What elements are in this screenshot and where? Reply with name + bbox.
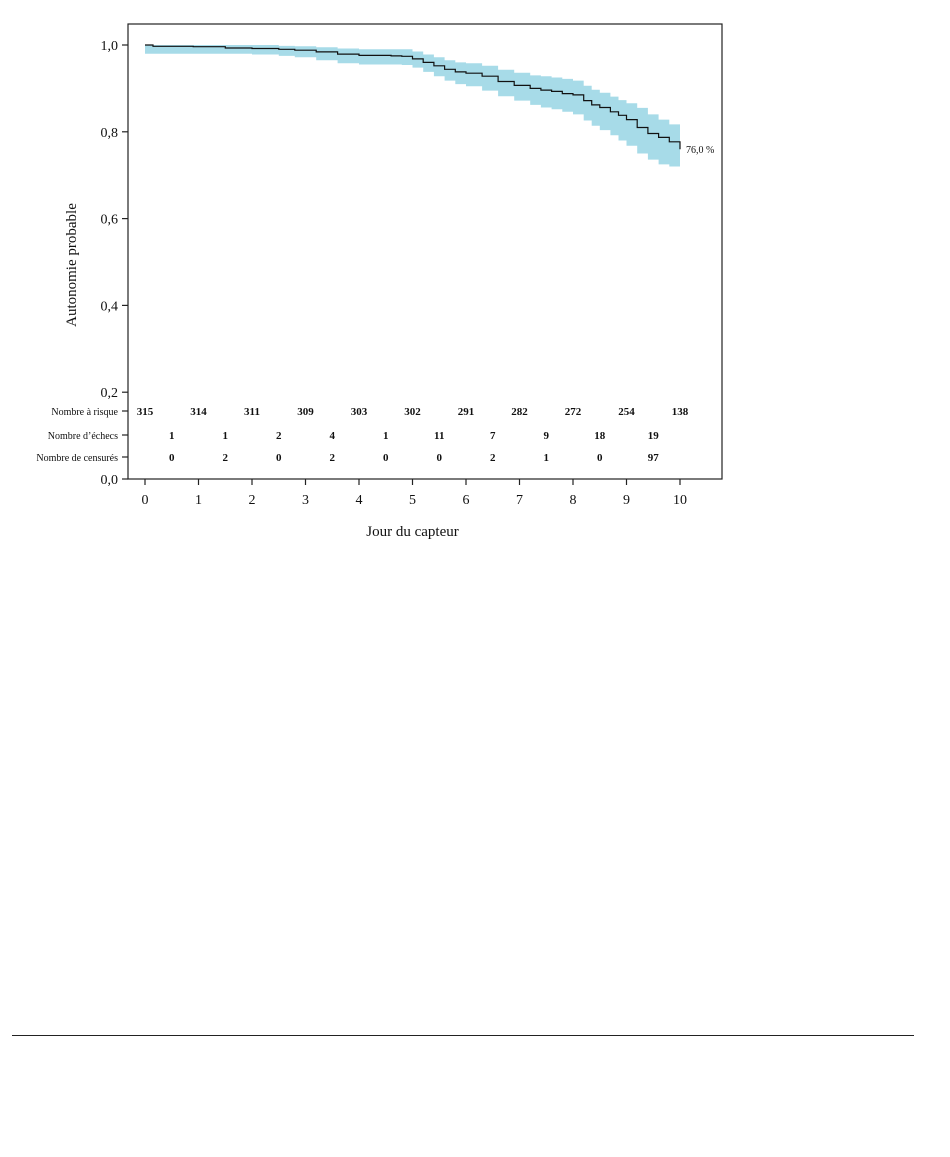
x-tick-label: 0: [142, 493, 149, 508]
risk-table-value: 1: [383, 430, 389, 442]
risk-table-value: 254: [618, 406, 635, 418]
risk-table-value: 97: [648, 452, 660, 464]
x-tick-label: 1: [195, 493, 202, 508]
end-value-label: 76,0 %: [686, 145, 714, 156]
risk-table-value: 7: [490, 430, 496, 442]
y-tick-label: 0,8: [101, 126, 119, 141]
survival-curve: [145, 44, 681, 150]
risk-row-label: Nombre à risque: [51, 407, 118, 418]
footer-divider: [12, 1035, 914, 1036]
risk-table-value: 0: [437, 452, 443, 464]
y-axis-title: Autonomie probable: [64, 203, 80, 327]
y-tick-label: 1,0: [101, 39, 119, 54]
confidence-band: [145, 45, 680, 171]
risk-row-label: Nombre de censurés: [36, 453, 118, 464]
x-axis-title: Jour du capteur: [366, 524, 458, 540]
risk-table-value: 2: [490, 452, 496, 464]
axes-layer: 0 1 2 3 4 5 6 7 8 9 100,00,20,40,60,81,0: [101, 39, 688, 508]
risk-table-value: 138: [672, 406, 689, 418]
risk-table-value: 1: [223, 430, 229, 442]
risk-table-value: 4: [330, 430, 336, 442]
y-tick-label: 0,2: [101, 386, 119, 401]
risk-table-value: 309: [297, 406, 314, 418]
risk-table-value: 303: [351, 406, 368, 418]
risk-table-value: 19: [648, 430, 660, 442]
survival-curve-layer: [145, 44, 681, 150]
risk-table-value: 314: [190, 406, 207, 418]
x-tick-label: 9: [623, 493, 630, 508]
risk-table-value: 311: [244, 406, 260, 418]
risk-table-value: 315: [137, 406, 154, 418]
risk-table-value: 282: [511, 406, 528, 418]
risk-table-value: 1: [544, 452, 550, 464]
x-tick-label: 4: [356, 493, 363, 508]
risk-row-label: Nombre d’échecs: [48, 431, 118, 442]
risk-table: Nombre à risque 315 314 311 309 303 302 291 282 2…: [36, 406, 688, 464]
x-tick-label: 8: [570, 493, 577, 508]
x-tick-label: 3: [302, 493, 309, 508]
risk-table-value: 18: [594, 430, 606, 442]
risk-table-value: 0: [169, 452, 175, 464]
x-tick-label: 5: [409, 493, 416, 508]
risk-table-value: 9: [544, 430, 550, 442]
risk-table-value: 2: [276, 430, 282, 442]
x-tick-label: 2: [249, 493, 256, 508]
risk-table-value: 0: [276, 452, 282, 464]
x-tick-label: 7: [516, 493, 523, 508]
risk-table-value: 2: [330, 452, 336, 464]
risk-table-value: 291: [458, 406, 475, 418]
risk-table-value: 11: [434, 430, 444, 442]
y-tick-label: 0,4: [101, 299, 119, 314]
y-tick-label: 0,6: [101, 213, 119, 228]
x-tick-label: 10: [673, 493, 687, 508]
plot-frame: [127, 23, 723, 480]
risk-table-value: 1: [169, 430, 175, 442]
risk-table-value: 302: [404, 406, 421, 418]
risk-table-value: 0: [383, 452, 389, 464]
x-tick-label: 6: [463, 493, 470, 508]
risk-table-value: 2: [223, 452, 229, 464]
risk-table-value: 0: [597, 452, 603, 464]
confidence-band-layer: [145, 45, 680, 171]
risk-table-value: 272: [565, 406, 582, 418]
y-tick-label: 0,0: [101, 473, 119, 488]
